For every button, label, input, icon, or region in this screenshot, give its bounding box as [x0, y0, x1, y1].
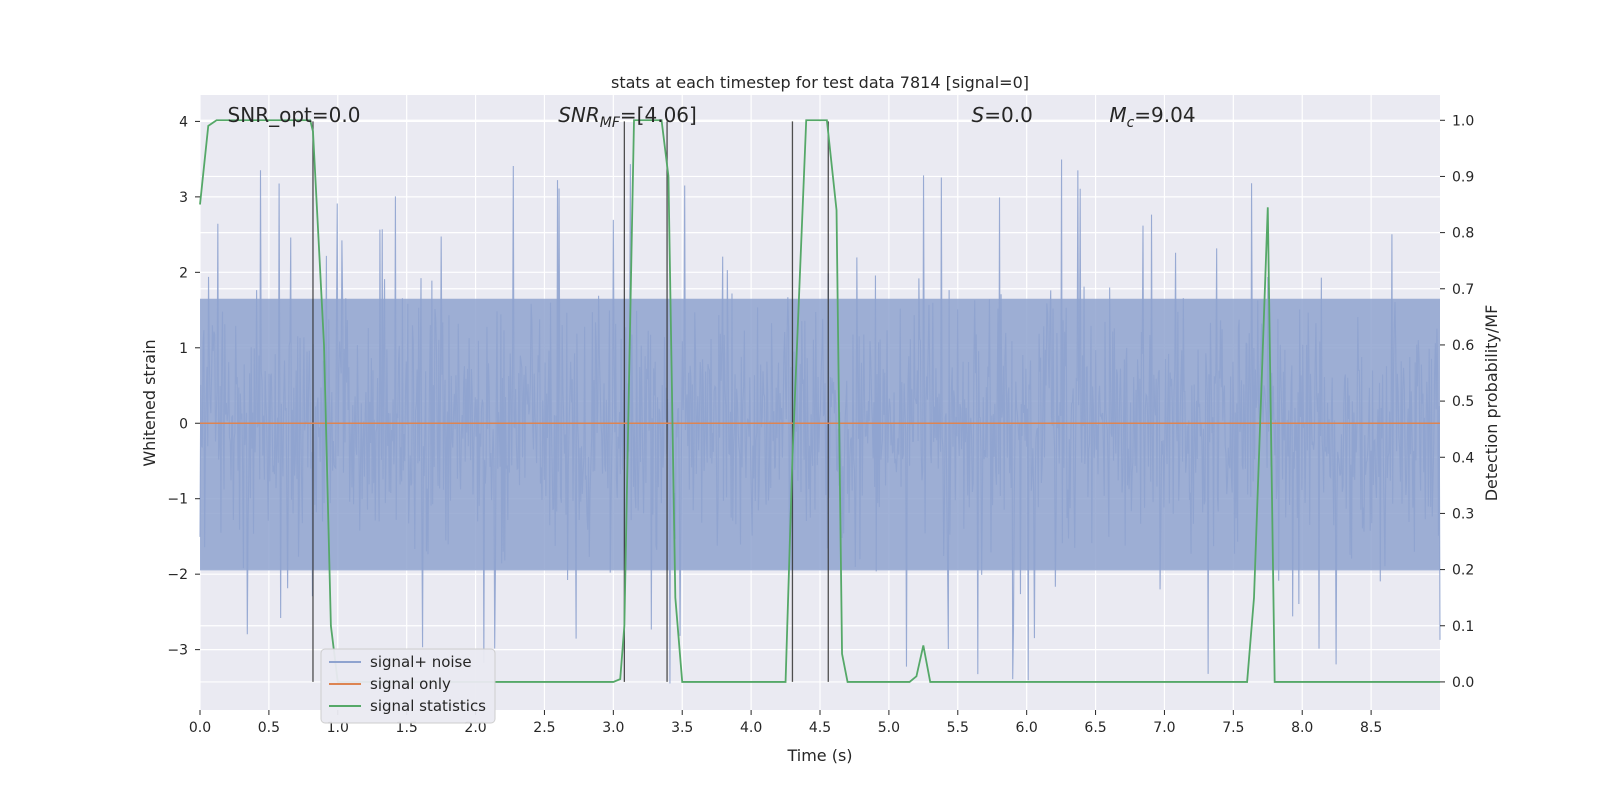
y-right-tick-label: 0.9	[1452, 169, 1474, 185]
annotation: S=0.0	[972, 103, 1033, 127]
y-right-tick-label: 0.3	[1452, 506, 1474, 522]
y-axis-right-label: Detection probability/MF	[1482, 305, 1501, 502]
x-tick-label: 0.0	[189, 720, 211, 736]
legend: signal+ noise signal only signal statist…	[320, 648, 496, 724]
y-left-tick-label: 1	[179, 341, 188, 357]
series-signal-statistics	[199, 119, 1440, 683]
y-right-tick-label: 0.6	[1452, 338, 1474, 354]
annotation: SNRMF=[4.06]	[558, 103, 697, 131]
annotation: Mc=9.04	[1109, 103, 1195, 131]
series-signal-noise	[199, 159, 1441, 684]
x-tick-label: 3.0	[602, 720, 624, 736]
x-tick-label: 3.5	[671, 720, 693, 736]
x-tick-label: 4.0	[740, 720, 762, 736]
x-tick-label: 1.0	[327, 720, 349, 736]
annotations: SNR_opt=0.0 SNRMF=[4.06] S=0.0 Mc=9.04	[228, 103, 1196, 131]
x-tick-label: 5.5	[947, 720, 969, 736]
y-right-tick-label: 1.0	[1452, 113, 1474, 129]
y-left-tick-label: 0	[179, 416, 188, 432]
y-left-tick-label: 4	[179, 114, 188, 130]
x-axis-ticks: 0.0 0.5 1.0 1.5 2.0 2.5 3.0 3.5 4.0 4.5 5.0 5.5 6.0 6…	[189, 710, 1382, 736]
y-left-tick-label: −1	[167, 492, 188, 508]
x-tick-label: 7.0	[1153, 720, 1175, 736]
x-tick-label: 1.5	[396, 720, 418, 736]
chart-title: stats at each timestep for test data 781…	[611, 73, 1029, 92]
y-right-tick-label: 0.5	[1452, 394, 1474, 410]
x-tick-label: 7.5	[1222, 720, 1244, 736]
y-left-tick-label: −2	[167, 567, 188, 583]
y-axis-left-label: Whitened strain	[140, 339, 159, 466]
x-tick-label: 5.0	[878, 720, 900, 736]
y-left-tick-label: 2	[179, 265, 188, 281]
y-right-tick-label: 0.7	[1452, 282, 1474, 298]
x-tick-label: 8.0	[1291, 720, 1313, 736]
x-tick-label: 8.5	[1360, 720, 1382, 736]
y-right-tick-label: 0.2	[1452, 563, 1474, 579]
legend-label-signal-only: signal only	[370, 675, 451, 693]
x-axis-label: Time (s)	[786, 746, 852, 765]
y-left-tick-label: 3	[179, 190, 188, 206]
x-tick-label: 0.5	[258, 720, 280, 736]
y-right-tick-label: 0.8	[1452, 226, 1474, 242]
annotation: SNR_opt=0.0	[228, 103, 361, 127]
legend-box	[320, 648, 496, 724]
y-right-tick-label: 0.0	[1452, 675, 1474, 691]
x-tick-label: 6.0	[1016, 720, 1038, 736]
y-axis-left-ticks: −3 −2 −1 0 1 2 3 4	[167, 114, 200, 659]
y-left-tick-label: −3	[167, 643, 188, 659]
y-right-tick-label: 0.4	[1452, 450, 1474, 466]
y-axis-right-ticks: 0.0 0.1 0.2 0.3 0.4 0.5 0.6 0.7 0.8 0.9 1.0	[1440, 113, 1474, 691]
y-right-tick-label: 0.1	[1452, 619, 1474, 635]
x-tick-label: 2.5	[533, 720, 555, 736]
x-tick-label: 6.5	[1084, 720, 1106, 736]
legend-label-signal-statistics: signal statistics	[370, 697, 486, 715]
x-tick-label: 2.0	[464, 720, 486, 736]
noise-trace	[199, 159, 1441, 684]
x-tick-label: 4.5	[809, 720, 831, 736]
statistics-line	[199, 119, 1440, 683]
legend-label-signal-noise: signal+ noise	[370, 653, 472, 671]
